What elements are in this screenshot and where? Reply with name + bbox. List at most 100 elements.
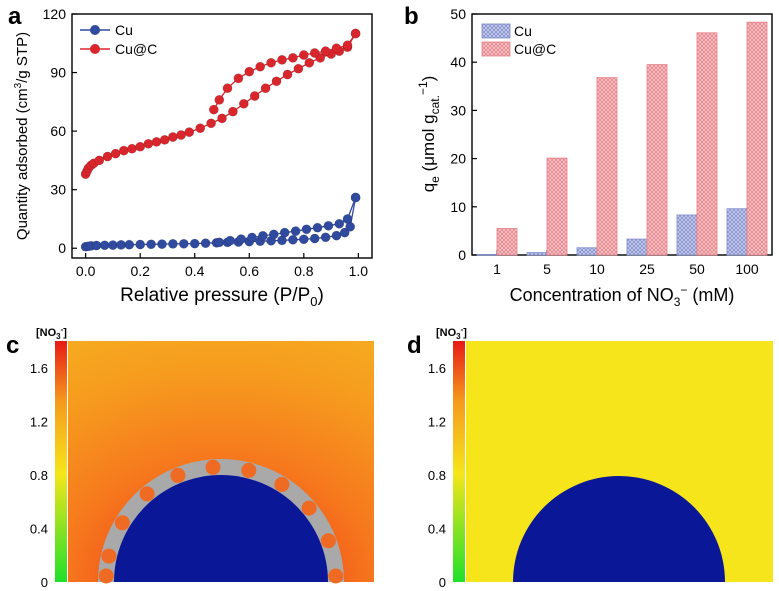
- bar-Cu-1: [476, 254, 498, 256]
- legend-cu-marker: [90, 25, 100, 35]
- data-point-Cu-adsorption: [189, 238, 200, 249]
- data-point-Cu-adsorption: [124, 239, 135, 250]
- x-axis-label-b: Concentration of NO3− (mM): [510, 283, 735, 309]
- data-point-CuC-adsorption: [176, 130, 186, 140]
- active-site-dot: [114, 515, 130, 531]
- colorbar-d: [453, 341, 465, 582]
- active-site-dot: [170, 467, 186, 483]
- data-point-Cu-adsorption: [99, 240, 110, 251]
- panel-a-isotherm-chart: a 0.0 0.2 0.4 0.6 0.8 1.0 0 30 60 90 120 Cu Cu@C R…: [8, 3, 373, 309]
- legend-cuc-swatch: [481, 41, 511, 57]
- data-point-CuC-adsorption: [143, 138, 154, 149]
- bar-CuC-50: [696, 32, 718, 256]
- data-point-CuC-desorption: [277, 55, 287, 65]
- data-point-Cu-adsorption: [178, 238, 189, 249]
- legend-cu-label: Cu: [115, 22, 133, 38]
- data-point-CuC-adsorption: [94, 155, 105, 166]
- plot-frame-b: [471, 13, 773, 256]
- data-point-Cu-adsorption: [339, 227, 350, 238]
- data-point-Cu-adsorption: [157, 239, 167, 249]
- data-point-CuC-adsorption: [184, 127, 195, 138]
- bar-Cu-50: [676, 214, 698, 256]
- data-point-CuC-adsorption: [227, 106, 238, 117]
- data-point-Cu-desorption: [257, 230, 268, 241]
- data-point-Cu-adsorption: [298, 234, 309, 245]
- x-tick-label-b: 25: [639, 261, 655, 277]
- panel-b-bar-chart: b 0 10 20 30 40 50 1 5 10 25 50 100 Cu Cu@C Concent…: [404, 3, 773, 309]
- panel-letter-b: b: [404, 3, 419, 30]
- active-site-dot: [328, 568, 344, 584]
- legend-cu-swatch: [481, 23, 511, 39]
- data-point-CuC-desorption: [208, 104, 219, 115]
- y-tick-label-b: 30: [450, 102, 466, 118]
- panel-letter-d: d: [407, 332, 422, 359]
- data-point-CuC-adsorption: [304, 57, 315, 68]
- data-point-CuC-adsorption: [135, 141, 146, 152]
- data-point-Cu-desorption: [225, 235, 236, 246]
- x-tick-label-b: 1: [493, 261, 501, 277]
- data-point-CuC-adsorption: [159, 134, 170, 145]
- colorbar-tick-label-c: 1.6: [30, 361, 48, 376]
- panel-d-concentration-map: d [NO3-] 0 0.4 0.8 1.2 1.6: [407, 325, 773, 590]
- y-tick-label-a: 90: [50, 65, 66, 81]
- data-point-CuC-desorption: [255, 61, 266, 72]
- bar-CuC-10: [596, 77, 618, 256]
- x-tick-label-b: 5: [543, 261, 551, 277]
- active-site-dot: [101, 548, 117, 564]
- x-axis-label-a: Relative pressure (P/P0): [120, 285, 324, 309]
- active-site-dot: [98, 568, 114, 584]
- data-point-CuC-desorption: [214, 95, 225, 105]
- data-point-CuC-adsorption: [249, 91, 260, 101]
- y-tick-label-b: 0: [458, 247, 466, 263]
- data-point-Cu-adsorption: [116, 239, 126, 250]
- y-tick-label-b: 10: [450, 199, 466, 215]
- data-point-Cu-adsorption: [91, 240, 102, 251]
- colorbar-tick-label-d: 0: [439, 575, 446, 590]
- bar-Cu-5: [526, 252, 548, 256]
- data-point-CuC-adsorption: [217, 113, 227, 124]
- x-tick-label-b: 10: [589, 261, 605, 277]
- data-point-CuC-adsorption: [282, 69, 293, 80]
- active-site-dot: [274, 477, 290, 492]
- bar-Cu-25: [626, 238, 648, 256]
- active-site-dot: [301, 500, 317, 516]
- data-point-CuC-adsorption: [118, 145, 129, 156]
- x-tick-label-a: 0.6: [240, 263, 260, 279]
- data-point-CuC-desorption: [287, 53, 298, 63]
- x-tick-label-b: 100: [735, 261, 759, 277]
- cu-particle-c: [114, 475, 328, 582]
- data-point-Cu-adsorption: [167, 238, 178, 249]
- data-point-CuC-desorption: [350, 28, 361, 39]
- bar-CuC-1: [496, 228, 518, 256]
- data-point-CuC-desorption: [331, 43, 342, 54]
- data-point-Cu-desorption: [214, 237, 225, 248]
- data-point-Cu-desorption: [236, 234, 246, 244]
- data-point-CuC-adsorption: [206, 118, 216, 129]
- legend-cuc-label-b: Cu@C: [514, 41, 556, 57]
- panel-letter-c: c: [6, 332, 19, 359]
- data-point-CuC-desorption: [298, 50, 309, 60]
- bar-CuC-5: [546, 157, 568, 256]
- data-point-Cu-adsorption: [320, 232, 331, 243]
- data-point-Cu-desorption: [301, 224, 312, 235]
- panel-letter-a: a: [8, 3, 22, 30]
- data-point-CuC-adsorption: [195, 123, 206, 134]
- data-point-CuC-adsorption: [238, 98, 249, 109]
- y-tick-label-a: 60: [50, 123, 66, 139]
- data-point-CuC-adsorption: [167, 132, 178, 142]
- data-point-CuC-desorption: [320, 46, 331, 56]
- data-point-Cu-adsorption: [309, 233, 320, 244]
- data-point-Cu-desorption: [350, 192, 361, 203]
- legend-a: Cu Cu@C: [80, 22, 157, 57]
- colorbar-tick-label-d: 1.6: [428, 361, 446, 376]
- x-tick-label-a: 1.0: [349, 263, 369, 279]
- data-point-Cu-adsorption: [108, 240, 118, 250]
- y-tick-label-a: 30: [50, 182, 66, 198]
- data-point-CuC-desorption: [309, 48, 320, 58]
- x-tick-label-b: 50: [689, 261, 705, 277]
- bar-CuC-25: [646, 64, 668, 256]
- x-tick-label-a: 0.2: [130, 263, 150, 279]
- data-point-Cu-adsorption: [287, 234, 298, 245]
- data-point-CuC-adsorption: [127, 143, 137, 154]
- bar-Cu-100: [726, 208, 748, 256]
